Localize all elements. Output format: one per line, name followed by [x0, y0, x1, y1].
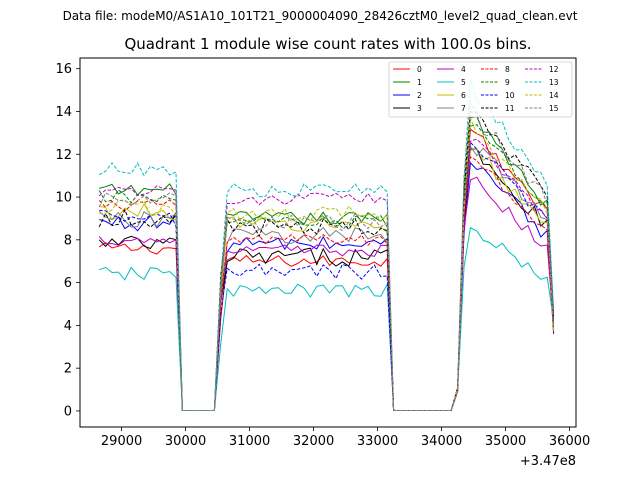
suptitle: Data file: modeM0/AS1A10_101T21_90000040…: [63, 9, 578, 23]
plot-area: [79, 57, 577, 428]
chart-title: Quadrant 1 module wise count rates with …: [124, 35, 531, 53]
series-line-14: [99, 118, 555, 411]
series-line-13: [98, 79, 555, 411]
x-tick-label: 29000: [101, 434, 142, 449]
legend-label-8: 8: [505, 65, 510, 74]
x-tick-label: 32000: [293, 434, 334, 449]
x-axis: 29000 30000 31000 32000 33000 34000 35000 36000: [101, 427, 590, 449]
x-tick-label: 33000: [357, 434, 398, 449]
legend-label-0: 0: [417, 65, 422, 74]
legend-label-14: 14: [549, 91, 559, 100]
y-axis: 0 2 4 6 8 10 12 14 16: [55, 62, 80, 419]
series-line-8: [98, 156, 555, 411]
y-tick-label: 16: [55, 62, 72, 77]
legend-label-12: 12: [549, 65, 559, 74]
legend-label-2: 2: [417, 91, 422, 100]
series-line-4: [98, 176, 555, 411]
series-layer: [98, 79, 555, 411]
x-tick-label: 30000: [165, 434, 206, 449]
x-tick-label: 35000: [485, 434, 526, 449]
series-line-11: [98, 111, 555, 411]
x-tick-label: 34000: [421, 434, 462, 449]
series-line-12: [98, 138, 555, 411]
y-tick-label: 4: [64, 319, 72, 334]
legend-box: [388, 61, 573, 118]
legend-label-4: 4: [461, 65, 466, 74]
legend-label-9: 9: [505, 78, 510, 87]
y-tick-label: 6: [64, 276, 72, 291]
legend-label-5: 5: [461, 78, 466, 87]
y-tick-label: 0: [64, 404, 72, 419]
x-offset-label: +3.47e8: [520, 454, 576, 469]
plot-frame: [79, 57, 577, 428]
legend-label-1: 1: [417, 78, 422, 87]
y-tick-label: 10: [55, 191, 72, 206]
y-tick-label: 12: [55, 148, 72, 163]
series-line-2: [99, 161, 555, 411]
series-line-1: [99, 116, 555, 411]
legend-label-3: 3: [417, 104, 422, 113]
y-tick-label: 14: [55, 105, 72, 120]
legend-label-11: 11: [505, 104, 515, 113]
legend-label-7: 7: [461, 104, 466, 113]
legend-label-10: 10: [505, 91, 515, 100]
legend-label-13: 13: [549, 78, 559, 87]
series-line-10: [99, 141, 555, 411]
series-line-9: [98, 124, 555, 411]
series-line-5: [99, 227, 555, 411]
legend-label-15: 15: [549, 104, 559, 113]
y-tick-label: 8: [64, 233, 72, 248]
x-tick-label: 31000: [229, 434, 270, 449]
x-tick-label: 36000: [549, 434, 590, 449]
y-tick-label: 2: [64, 362, 72, 377]
legend-label-6: 6: [461, 91, 466, 100]
